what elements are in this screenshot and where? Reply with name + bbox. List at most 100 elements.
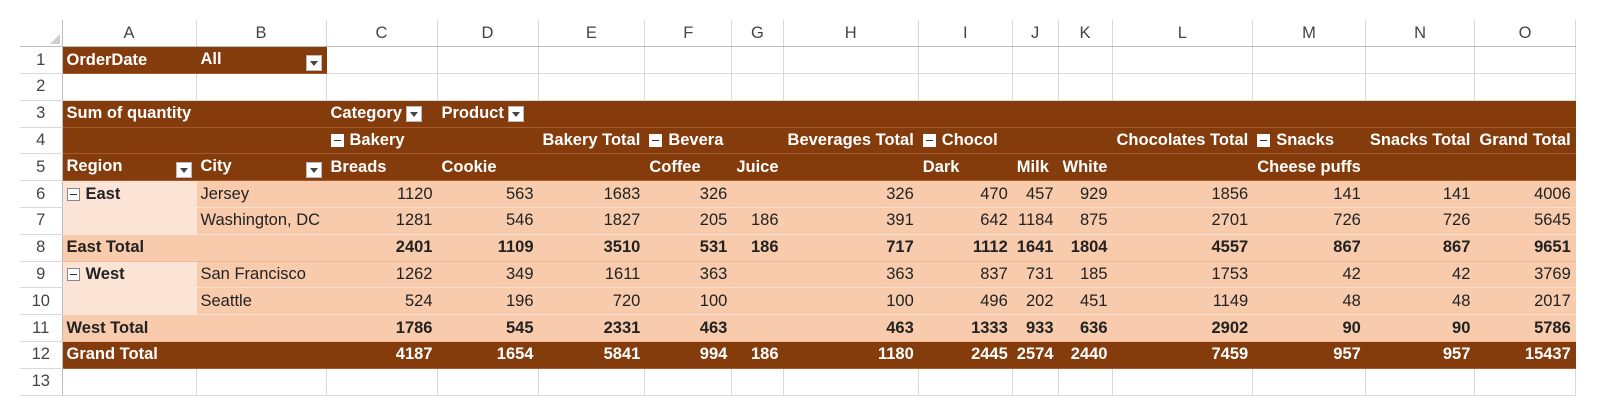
cell[interactable] [196,368,327,396]
grand-total-cell[interactable]: 15437 [1474,341,1576,369]
cell[interactable] [326,368,438,396]
total-cell[interactable]: 867 [1252,234,1366,262]
value-cell[interactable]: 4006 [1474,180,1576,209]
column-header-i[interactable]: I [918,20,1013,48]
row-header-1[interactable]: 1 [20,46,63,75]
cell[interactable] [1058,46,1113,75]
spreadsheet-grid[interactable]: A B C D E F G H I J K L M N O 1 OrderDat… [20,20,1576,396]
cell[interactable] [538,368,646,396]
value-cell[interactable] [731,261,784,289]
grand-total-cell[interactable]: 7459 [1112,341,1254,369]
total-cell[interactable]: 90 [1365,314,1476,343]
total-cell[interactable]: 463 [644,314,733,343]
column-header-a[interactable]: A [62,20,197,48]
cell[interactable] [918,368,1013,396]
grand-total-cell[interactable]: 957 [1365,341,1476,369]
value-cell[interactable] [731,180,784,209]
total-cell[interactable]: 9651 [1474,234,1576,262]
total-cell[interactable]: 1109 [437,234,539,262]
filter-field-label[interactable]: OrderDate [62,46,197,75]
total-cell[interactable]: 1333 [918,314,1013,343]
value-cell[interactable]: 1611 [538,261,646,289]
value-cell[interactable]: 42 [1365,261,1476,289]
value-cell[interactable]: 349 [437,261,539,289]
pivot-value-field[interactable]: Sum of quantity [62,100,327,128]
column-header-o[interactable]: O [1474,20,1576,48]
total-cell[interactable]: 90 [1252,314,1366,343]
cell[interactable] [437,46,539,75]
cell[interactable] [1365,368,1476,396]
cell[interactable] [1058,73,1113,101]
collapse-icon[interactable] [330,134,344,148]
value-cell[interactable]: 720 [538,287,646,316]
column-header-n[interactable]: N [1365,20,1476,48]
region-east[interactable]: East [62,180,197,209]
value-cell[interactable]: 326 [783,180,919,209]
column-header-l[interactable]: L [1112,20,1254,48]
column-header-h[interactable]: H [783,20,919,48]
value-cell[interactable]: 875 [1058,207,1113,235]
value-cell[interactable]: 1262 [326,261,438,289]
total-cell[interactable]: 2331 [538,314,646,343]
value-cell[interactable]: 642 [918,207,1013,235]
value-cell[interactable]: 451 [1058,287,1113,316]
category-bakery-total[interactable]: Bakery Total [538,127,646,155]
cell[interactable] [1252,73,1366,101]
grand-total-cell[interactable]: 957 [1252,341,1366,369]
grand-total-cell[interactable]: 2574 [1012,341,1059,369]
value-cell[interactable]: 1149 [1112,287,1254,316]
total-cell[interactable]: 3510 [538,234,646,262]
cell[interactable] [1112,368,1254,396]
cell[interactable] [437,368,539,396]
column-header-g[interactable]: G [731,20,784,48]
value-cell[interactable]: 100 [783,287,919,316]
product-milk[interactable]: Milk [1012,153,1059,182]
product-field-header[interactable]: Product [437,100,539,128]
region-field-header[interactable]: Region [62,153,197,182]
cell[interactable] [1252,368,1366,396]
cell[interactable] [918,73,1013,101]
filter-value-cell[interactable]: All [196,46,327,75]
row-header-5[interactable]: 5 [20,153,63,182]
total-cell[interactable]: 717 [783,234,919,262]
total-cell[interactable]: 186 [731,234,784,262]
cell[interactable] [1474,46,1576,75]
cell[interactable] [918,46,1013,75]
total-cell[interactable]: 463 [783,314,919,343]
product-white[interactable]: White [1058,153,1113,182]
cell[interactable] [1474,73,1576,101]
value-cell[interactable]: 3769 [1474,261,1576,289]
category-chocolates[interactable]: Chocol [918,127,1113,155]
cell[interactable] [644,73,733,101]
value-cell[interactable]: 837 [918,261,1013,289]
cell[interactable] [783,46,919,75]
value-cell[interactable]: 1184 [1012,207,1059,235]
total-cell[interactable]: 2902 [1112,314,1254,343]
select-all-corner[interactable] [20,20,63,48]
product-filter-icon[interactable] [507,105,524,122]
value-cell[interactable]: 929 [1058,180,1113,209]
column-header-b[interactable]: B [196,20,327,48]
value-cell[interactable]: 563 [437,180,539,209]
city-cell[interactable]: Seattle [196,287,327,316]
cell[interactable] [644,46,733,75]
row-header-6[interactable]: 6 [20,180,63,209]
total-cell[interactable]: 1641 [1012,234,1059,262]
grand-total-cell[interactable]: 4187 [326,341,438,369]
row-header-4[interactable]: 4 [20,127,63,155]
value-cell[interactable]: 391 [783,207,919,235]
total-cell[interactable]: 1786 [326,314,438,343]
value-cell[interactable]: 2701 [1112,207,1254,235]
value-cell[interactable]: 363 [783,261,919,289]
cell[interactable] [196,73,327,101]
total-cell[interactable]: 4557 [1112,234,1254,262]
cell[interactable] [437,73,539,101]
category-chocolates-total[interactable]: Chocolates Total [1112,127,1254,155]
value-cell[interactable]: 1281 [326,207,438,235]
grand-total-cell[interactable]: 1180 [783,341,919,369]
city-cell[interactable]: Washington, DC [196,207,327,235]
grand-total-cell[interactable]: 994 [644,341,733,369]
cell[interactable] [644,368,733,396]
cell[interactable] [1012,46,1059,75]
row-header-8[interactable]: 8 [20,234,63,262]
